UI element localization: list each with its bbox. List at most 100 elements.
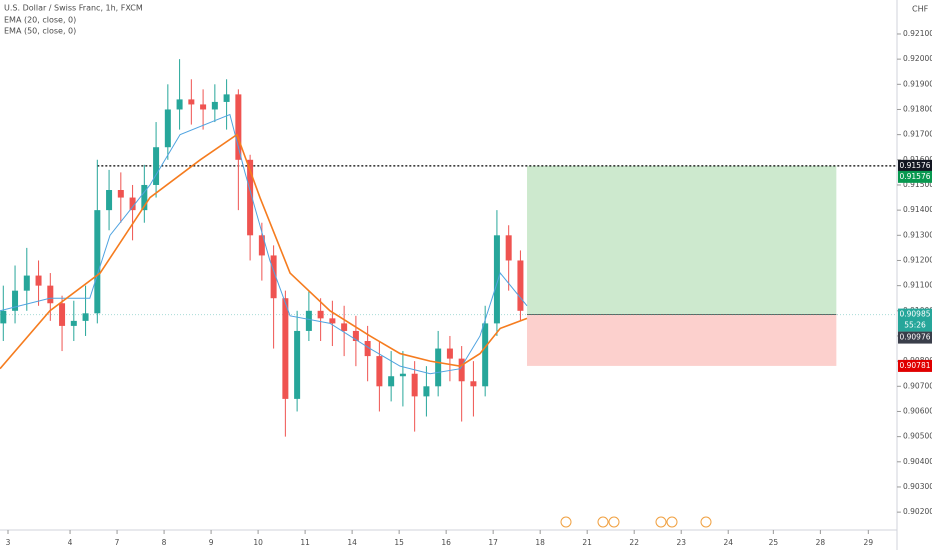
- ema-line: [0, 133, 528, 370]
- event-icon: [597, 516, 609, 528]
- x-tick-label: 22: [629, 538, 639, 547]
- candle-body: [117, 190, 124, 198]
- y-tick-label: 0.91700: [903, 130, 932, 139]
- x-tick-label: 3: [6, 538, 11, 547]
- candle-body: [505, 235, 512, 261]
- event-icon: [666, 516, 678, 528]
- candle-body: [435, 348, 442, 387]
- target-price-tag: 0.91576: [899, 172, 930, 181]
- candle-body: [23, 275, 30, 291]
- alert-price-tag: 0.91576: [899, 161, 930, 170]
- candle-body: [211, 101, 218, 110]
- entry-price-tag-bg: [898, 308, 932, 321]
- countdown-tag-bg: [898, 319, 932, 332]
- last-price-tag: 0.90976: [899, 333, 930, 342]
- candle-body: [423, 386, 430, 397]
- candle-body: [94, 210, 101, 314]
- x-tick-label: 25: [769, 538, 779, 547]
- currency-label: CHF: [912, 5, 929, 14]
- candle-body: [517, 260, 524, 311]
- x-tick-label: 14: [347, 538, 357, 547]
- candle-body: [317, 310, 324, 319]
- candle-body: [411, 373, 418, 397]
- x-tick-label: 8: [162, 538, 167, 547]
- plot-area: [0, 59, 897, 437]
- x-tick-label: 29: [864, 538, 874, 547]
- candle-body: [305, 310, 312, 331]
- stop-price-tag-bg: [898, 359, 932, 372]
- legend-entry: EMA (20, close, 0): [4, 16, 76, 25]
- x-tick-label: 17: [488, 538, 498, 547]
- y-tick-label: 0.91400: [903, 205, 932, 214]
- candle-body: [141, 184, 148, 211]
- candle-body: [470, 381, 477, 387]
- y-tick-label: 0.91200: [903, 255, 932, 264]
- candle-body: [153, 147, 160, 185]
- stop-price-tag: 0.90781: [899, 361, 930, 370]
- candle-body: [176, 99, 183, 110]
- event-icon: [560, 516, 572, 528]
- candle-body: [12, 290, 19, 311]
- candle-body: [200, 104, 207, 110]
- candle-body: [294, 330, 301, 399]
- x-tick-label: 23: [676, 538, 686, 547]
- entry-price-tag: 0.90985: [899, 310, 930, 319]
- profit-zone: [527, 165, 837, 315]
- candle-body: [0, 310, 7, 324]
- x-tick-label: 28: [816, 538, 826, 547]
- countdown-tag: 55:26: [904, 321, 926, 330]
- event-icon: [608, 516, 620, 528]
- candle-body: [82, 313, 89, 321]
- candle-body: [388, 376, 395, 387]
- candle-body: [376, 356, 383, 387]
- event-icons: [560, 516, 712, 528]
- candle-body: [458, 358, 465, 382]
- candle-body: [35, 275, 42, 286]
- candle-body: [493, 235, 500, 324]
- y-tick-label: 0.90200: [903, 507, 932, 516]
- y-tick-label: 0.90500: [903, 432, 932, 441]
- event-icon: [655, 516, 667, 528]
- y-tick-label: 0.91300: [903, 230, 932, 239]
- target-price-tag-bg: [898, 170, 932, 183]
- y-tick-label: 0.90700: [903, 381, 932, 390]
- event-icon: [700, 516, 712, 528]
- candle-body: [341, 323, 348, 331]
- chart-title: U.S. Dollar / Swiss Franc, 1h, FXCM: [4, 4, 143, 13]
- legend-entry: EMA (50, close, 0): [4, 27, 76, 36]
- x-tick-label: 4: [68, 538, 73, 547]
- candle-body: [188, 99, 195, 105]
- x-tick-label: 9: [209, 538, 214, 547]
- y-tick-label: 0.91500: [903, 180, 932, 189]
- y-tick-label: 0.91800: [903, 104, 932, 113]
- candle-body: [282, 298, 289, 399]
- x-tick-label: 7: [115, 538, 120, 547]
- candle-body: [47, 285, 54, 304]
- y-tick-label: 0.91600: [903, 155, 932, 164]
- candle-body: [352, 330, 359, 342]
- loss-zone: [527, 314, 837, 366]
- y-tick-label: 0.92100: [903, 29, 932, 38]
- candle-body: [70, 320, 77, 326]
- candle-body: [270, 255, 277, 299]
- candle-body: [399, 373, 406, 377]
- y-tick-label: 0.90600: [903, 406, 932, 415]
- x-tick-label: 18: [535, 538, 545, 547]
- candle-body: [258, 235, 265, 256]
- y-tick-label: 0.91100: [903, 281, 932, 290]
- y-tick-label: 0.90400: [903, 457, 932, 466]
- x-tick-label: 16: [441, 538, 451, 547]
- candle-body: [59, 303, 66, 326]
- candle-body: [247, 159, 254, 236]
- candle-body: [482, 323, 489, 387]
- x-tick-label: 11: [300, 538, 310, 547]
- x-tick-label: 10: [253, 538, 263, 547]
- x-tick-label: 21: [582, 538, 592, 547]
- last-price-tag-bg: [898, 331, 932, 344]
- candle-body: [164, 109, 171, 148]
- alert-price-tag-bg: [898, 159, 932, 172]
- y-tick-label: 0.91900: [903, 79, 932, 88]
- x-tick-label: 24: [723, 538, 733, 547]
- candle-body: [129, 197, 136, 211]
